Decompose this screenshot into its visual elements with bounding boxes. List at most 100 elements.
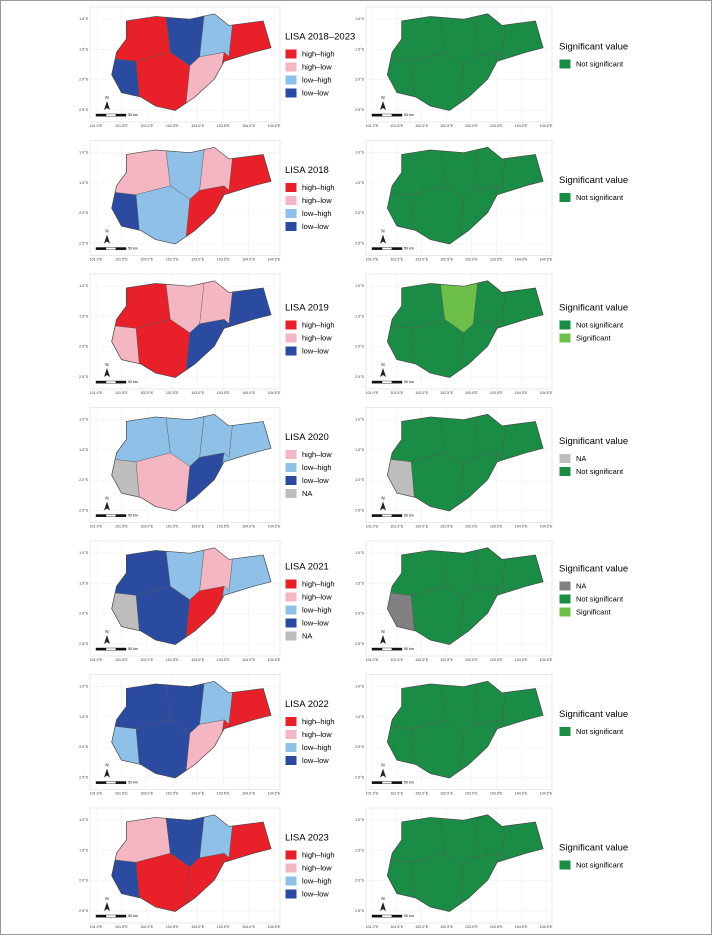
x-tick-label: 102.5°E	[166, 124, 179, 128]
legend-swatch	[558, 580, 572, 592]
x-tick-label: 104.0°E	[242, 524, 255, 528]
scale-bar	[371, 514, 383, 517]
x-tick-label: 104.0°E	[515, 658, 528, 662]
x-tick-label: 104.5°E	[268, 391, 281, 395]
x-tick-label: 102.5°E	[166, 391, 179, 395]
y-tick-label: 1.0°S	[355, 284, 364, 288]
x-tick-label: 103.0°E	[191, 124, 204, 128]
map-panel: 101.0°E 101.5°E 102.0°E 102.5°E 103.0°E 103.5…	[79, 140, 281, 261]
legend-label: NA	[576, 581, 586, 590]
province-outline	[386, 547, 544, 645]
x-tick-label: 103.0°E	[465, 658, 478, 662]
province-outline	[111, 413, 272, 512]
x-tick-label: 104.0°E	[515, 391, 528, 395]
province-outline	[386, 680, 544, 779]
scale-bar	[391, 113, 403, 117]
legend-label: Not significant	[576, 59, 624, 68]
legend-label: high–low	[302, 333, 332, 342]
x-tick-label: 101.0°E	[90, 925, 103, 929]
y-tick-label: 1.5°S	[355, 715, 364, 719]
legend-label: low–high	[302, 75, 332, 84]
x-tick-label: 101.0°E	[366, 257, 379, 261]
scale-bar	[115, 247, 127, 250]
x-tick-label: 101.0°E	[90, 124, 103, 128]
y-tick-label: 1.5°S	[79, 848, 88, 852]
scale-bar	[105, 113, 117, 117]
legend-swatch	[558, 453, 572, 464]
legend-swatch	[558, 859, 572, 871]
legend-label: low–low	[302, 476, 329, 485]
scale-label: 50 km	[128, 380, 138, 384]
y-tick-label: 1.5°S	[355, 581, 364, 585]
legend-label: high–high	[302, 320, 335, 329]
x-tick-label: 103.0°E	[465, 257, 478, 261]
x-tick-label: 102.0°E	[415, 925, 428, 929]
legend-title: Significant value	[559, 436, 628, 447]
y-tick-label: 1.5°S	[79, 715, 88, 719]
x-tick-label: 102.0°E	[140, 257, 153, 261]
province-outline	[111, 547, 272, 645]
north-label: N	[381, 763, 384, 768]
map-panel: 101.0°E 101.5°E 102.0°E 102.5°E 103.0°E 103.5…	[355, 273, 553, 395]
north-label: N	[105, 763, 108, 768]
y-tick-label: 2.0°S	[79, 78, 88, 82]
y-tick-label: 2.0°S	[355, 211, 364, 215]
legend-swatch	[284, 875, 298, 887]
scale-bar	[95, 247, 107, 250]
scale-bar	[391, 647, 403, 651]
map-panel: 101.0°E 101.5°E 102.0°E 102.5°E 103.0°E 103.5…	[79, 273, 281, 395]
legend-swatch	[558, 192, 572, 203]
x-tick-label: 101.5°E	[115, 391, 128, 395]
legend-swatch	[558, 332, 572, 344]
x-tick-label: 104.0°E	[515, 524, 528, 528]
north-arrow	[380, 501, 386, 511]
legend-label: high–low	[302, 730, 332, 739]
scale-bar	[115, 380, 127, 384]
scale-bar	[381, 247, 393, 250]
legend-swatch	[284, 849, 298, 861]
map-panel: 101.0°E 101.5°E 102.0°E 102.5°E 103.0°E 103.5…	[79, 6, 281, 128]
scale-bar	[95, 647, 107, 651]
x-tick-label: 102.5°E	[440, 257, 453, 261]
scale-bar	[105, 914, 117, 918]
scale-bar	[391, 380, 403, 384]
x-tick-label: 104.5°E	[540, 925, 553, 929]
legend: Significant value Not significant	[558, 175, 628, 203]
y-tick-label: 1.0°S	[79, 684, 88, 688]
legend-swatch	[284, 48, 298, 60]
scale-label: 50 km	[404, 647, 414, 651]
legend-label: Not significant	[576, 860, 624, 869]
scale-label: 50 km	[128, 914, 138, 918]
north-arrow	[380, 368, 386, 377]
scale-bar	[95, 514, 107, 517]
north-label: N	[105, 496, 108, 501]
map-panel: 101.0°E 101.5°E 102.0°E 102.5°E 103.0°E 103.5…	[79, 807, 281, 929]
north-label: N	[381, 95, 384, 100]
legend: Significant value Not significant Signific…	[558, 303, 628, 344]
y-tick-label: 2.0°S	[79, 478, 88, 482]
x-tick-label: 103.0°E	[465, 925, 478, 929]
y-tick-label: 1.5°S	[355, 448, 364, 452]
legend-title: LISA 2022	[285, 699, 329, 710]
legend-swatch	[284, 742, 298, 753]
legend-title: Significant value	[559, 303, 628, 314]
scale-label: 50 km	[404, 380, 414, 384]
legend-swatch	[284, 578, 298, 590]
legend-label: high–high	[302, 850, 335, 859]
x-tick-label: 102.0°E	[140, 524, 153, 528]
north-arrow	[104, 234, 110, 244]
legend-label: high–low	[302, 196, 332, 205]
legend-swatch	[558, 466, 572, 477]
scale-bar	[391, 914, 403, 918]
province-outline	[386, 814, 544, 912]
y-tick-label: 2.5°S	[355, 775, 364, 779]
y-tick-label: 2.0°S	[355, 478, 364, 482]
scale-label: 50 km	[128, 113, 138, 117]
x-tick-label: 102.0°E	[415, 524, 428, 528]
x-tick-label: 102.0°E	[415, 658, 428, 662]
province-outline	[111, 280, 272, 378]
x-tick-label: 102.5°E	[166, 925, 179, 929]
y-tick-label: 1.0°S	[79, 284, 88, 288]
scale-bar	[115, 113, 127, 117]
y-tick-label: 1.5°S	[79, 448, 88, 452]
